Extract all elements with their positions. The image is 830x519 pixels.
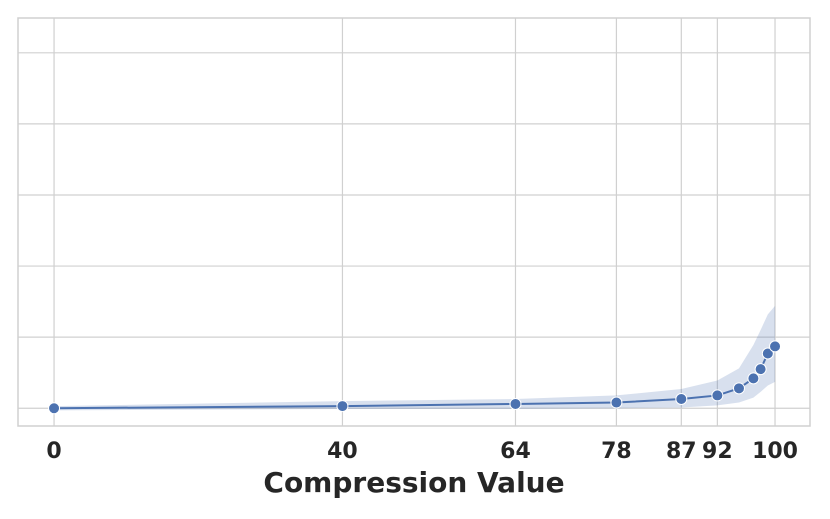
x-tick-label: 78	[601, 439, 632, 464]
x-tick-label: 0	[46, 439, 61, 464]
marker	[769, 340, 782, 353]
marker	[336, 400, 349, 413]
marker	[675, 392, 688, 405]
x-tick-label: 40	[327, 439, 358, 464]
x-tick-label: 87	[666, 439, 697, 464]
marker	[761, 347, 774, 360]
x-tick-label: 92	[702, 439, 733, 464]
marker	[610, 396, 623, 409]
confidence-band	[54, 305, 776, 411]
marker	[747, 372, 760, 385]
marker	[48, 402, 61, 415]
x-tick-label: 100	[752, 439, 798, 464]
plot-frame	[17, 17, 811, 427]
marker	[711, 389, 724, 402]
marker	[509, 397, 522, 410]
x-tick-label: 64	[500, 439, 531, 464]
marker	[754, 363, 767, 376]
x-axis-label: Compression Value	[263, 466, 564, 499]
marker	[732, 382, 745, 395]
